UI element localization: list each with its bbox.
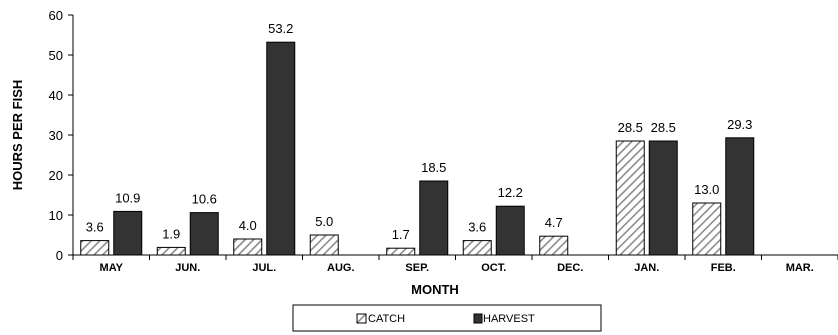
bar-harvest [189, 212, 219, 256]
data-labels: 3.6 10.9 1.9 10.6 4.0 53.2 5.0 1.7 18.5 3.6 12.2 4.… [86, 21, 753, 242]
y-axis: 0 10 20 30 40 50 60 [49, 8, 74, 263]
data-label-catch: 1.7 [392, 227, 410, 242]
data-label-harvest: 10.9 [115, 190, 140, 205]
bar-harvest [266, 41, 296, 256]
x-tick-label: OCT. [481, 262, 506, 274]
data-label-catch: 5.0 [315, 214, 333, 229]
data-label-catch: 1.9 [162, 226, 180, 241]
bar-harvest [725, 137, 755, 256]
y-tick-label: 20 [49, 168, 63, 183]
bar-catch [233, 238, 263, 256]
data-label-harvest: 18.5 [421, 160, 446, 175]
legend-box [292, 304, 602, 332]
bar-harvest [419, 180, 449, 256]
x-tick-label: JAN. [634, 262, 659, 274]
bar-harvest [648, 140, 678, 256]
bar-catch [615, 140, 645, 256]
x-tick-label: JUN. [175, 262, 200, 274]
bar-harvest [495, 205, 525, 256]
bars [80, 41, 755, 256]
y-axis-title: HOURS PER FISH [10, 80, 25, 191]
bar-catch [462, 240, 492, 256]
data-label-harvest: 10.6 [192, 192, 217, 207]
x-tick-label: MAR. [786, 262, 814, 274]
data-label-harvest: 12.2 [498, 185, 523, 200]
data-label-harvest: 29.3 [727, 117, 752, 132]
bar-catch [80, 240, 110, 256]
data-label-catch: 4.7 [545, 215, 563, 230]
x-tick-label: FEB. [711, 262, 736, 274]
legend-label-harvest: HARVEST [483, 313, 535, 325]
x-axis: MAY JUN. JUL. AUG. SEP. OCT. DEC. JAN. FEB. MAR. [72, 254, 838, 274]
x-tick-label: JUL. [252, 262, 276, 274]
legend-swatch-catch [356, 313, 367, 324]
x-axis-title: MONTH [411, 282, 459, 297]
data-label-catch: 28.5 [618, 120, 643, 135]
y-tick-label: 40 [49, 88, 63, 103]
data-label-catch: 4.0 [239, 218, 257, 233]
data-label-catch: 3.6 [86, 220, 104, 235]
x-tick-label: SEP. [405, 262, 429, 274]
legend: CATCH HARVEST [292, 304, 602, 332]
bar-catch [692, 202, 722, 256]
y-tick-label: 0 [56, 248, 63, 263]
legend-label-catch: CATCH [368, 313, 405, 325]
data-label-harvest: 28.5 [651, 120, 676, 135]
y-tick-label: 30 [49, 128, 63, 143]
y-tick-label: 60 [49, 8, 63, 23]
data-label-catch: 13.0 [694, 182, 719, 197]
bar-catch [156, 246, 186, 256]
bar-harvest [113, 210, 143, 256]
y-tick-label: 50 [49, 48, 63, 63]
legend-swatch-harvest [473, 313, 483, 324]
bar-catch [386, 247, 416, 256]
bar-catch [539, 235, 569, 256]
x-tick-label: MAY [100, 262, 124, 274]
x-tick-label: DEC. [557, 262, 583, 274]
data-label-catch: 3.6 [468, 220, 486, 235]
y-tick-label: 10 [49, 208, 63, 223]
data-label-harvest: 53.2 [268, 21, 293, 36]
x-tick-label: AUG. [327, 262, 355, 274]
bar-catch [309, 234, 339, 256]
